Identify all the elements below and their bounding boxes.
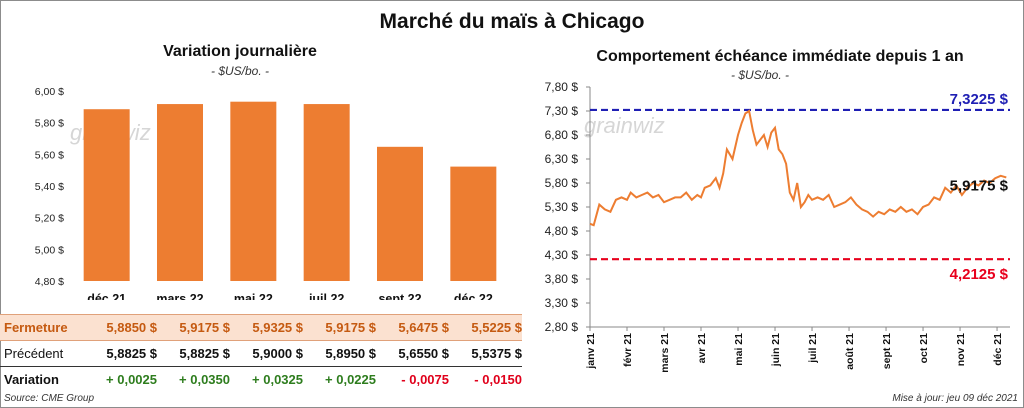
table-cell: 5,9000 $ — [230, 340, 303, 367]
price-table: Fermeture 5,8850 $ 5,9175 $ 5,9325 $ 5,9… — [0, 314, 522, 392]
table-cell: - 0,0075 — [401, 372, 449, 387]
x-tick-label: déc 22 — [454, 292, 493, 300]
x-tick-label: juil 22 — [308, 292, 344, 300]
table-cell: 5,9175 $ — [157, 314, 230, 341]
bar — [230, 101, 277, 281]
high-label: 7,3225 $ — [950, 91, 1009, 108]
y-tick-label: 5,30 $ — [545, 200, 579, 214]
y-tick-label: 6,00 $ — [35, 86, 64, 98]
table-cell: 5,8825 $ — [84, 340, 157, 367]
line-chart: grainwiz 7,80 $ 7,30 $ 6,80 $ 6,30 $ 5,80 $ 5,… — [545, 80, 1010, 373]
table-cell: 5,8850 $ — [84, 314, 157, 341]
row-label: Fermeture — [0, 314, 84, 341]
table-row-close: Fermeture 5,8850 $ 5,9175 $ 5,9325 $ 5,9… — [0, 314, 522, 341]
x-tick-label: juil 21 — [807, 333, 819, 364]
table-cell: + 0,0325 — [252, 372, 303, 387]
y-tick-label: 7,80 $ — [545, 80, 579, 94]
update-note: Mise à jour: jeu 09 déc 2021 — [892, 393, 1018, 404]
x-tick-label: janv 21 — [585, 333, 597, 370]
row-label: Précédent — [0, 340, 84, 367]
x-tick-label: déc 21 — [87, 292, 126, 300]
left-chart-unit: - $US/bo. - — [210, 64, 270, 78]
row-label: Variation — [4, 372, 59, 387]
y-tick-label: 4,30 $ — [545, 248, 579, 262]
y-tick-label: 5,20 $ — [35, 213, 64, 225]
x-tick-label: mars 21 — [659, 333, 671, 373]
x-tick-label: nov 21 — [955, 333, 967, 366]
x-tick-label: mai 22 — [234, 292, 273, 300]
bar — [377, 146, 423, 281]
y-tick-label: 3,80 $ — [545, 272, 579, 286]
table-cell: 5,5375 $ — [449, 340, 522, 367]
bar — [303, 104, 350, 281]
x-tick-label: avr 21 — [696, 333, 708, 364]
last-price-label: 5,9175 $ — [950, 177, 1009, 194]
y-tick-label: 5,00 $ — [35, 244, 64, 256]
x-tick-label: déc 21 — [992, 333, 1004, 366]
y-tick-label: 5,80 $ — [35, 118, 64, 130]
y-tick-label: 4,80 $ — [35, 276, 64, 288]
y-tick-label: 6,30 $ — [545, 152, 579, 166]
y-tick-label: 6,80 $ — [545, 128, 579, 142]
left-chart-title: Variation journalière — [163, 43, 317, 60]
table-cell: 5,6475 $ — [376, 314, 449, 341]
x-tick-label: août 21 — [844, 333, 856, 370]
table-row-variation: Variation + 0,0025 + 0,0350 + 0,0325 + 0… — [0, 367, 522, 393]
y-tick-label: 5,60 $ — [35, 149, 64, 161]
x-tick-label: oct 21 — [918, 333, 930, 364]
y-tick-label: 5,80 $ — [545, 176, 579, 190]
table-cell: + 0,0225 — [325, 372, 376, 387]
watermark: grainwiz — [584, 113, 665, 138]
x-tick-label: févr 21 — [622, 333, 634, 367]
bar — [83, 109, 130, 281]
low-label: 4,2125 $ — [950, 266, 1009, 283]
source-note: Source: CME Group — [4, 393, 95, 404]
y-tick-label: 7,30 $ — [545, 104, 579, 118]
table-cell: 5,9325 $ — [230, 314, 303, 341]
price-series-line — [589, 109, 1007, 227]
bar — [157, 104, 203, 281]
x-tick-label: mars 22 — [156, 292, 203, 300]
x-tick-label: mai 21 — [733, 333, 745, 366]
table-cell: 5,8950 $ — [303, 340, 376, 367]
page-title: Marché du maïs à Chicago — [379, 10, 645, 33]
table-cell: + 0,0025 — [106, 372, 157, 387]
table-cell: 5,9175 $ — [303, 314, 376, 341]
table-cell: - 0,0150 — [474, 372, 522, 387]
bar — [450, 166, 497, 281]
bar-chart: grainwiz6,00 $5,80 $5,60 $5,40 $5,20 $5,… — [35, 86, 497, 300]
x-tick-label: sept 22 — [378, 292, 421, 300]
y-tick-label: 2,80 $ — [545, 320, 579, 334]
table-row-previous: Précédent 5,8825 $ 5,8825 $ 5,9000 $ 5,8… — [0, 340, 522, 367]
x-tick-label: juin 21 — [770, 333, 782, 367]
table-cell: 5,5225 $ — [449, 314, 522, 341]
right-chart-unit: - $US/bo. - — [730, 68, 790, 82]
y-tick-label: 4,80 $ — [545, 224, 579, 238]
y-tick-label: 3,30 $ — [545, 296, 579, 310]
table-cell: 5,6550 $ — [376, 340, 449, 367]
right-chart-title: Comportement échéance immédiate depuis 1… — [596, 48, 964, 65]
table-cell: 5,8825 $ — [157, 340, 230, 367]
y-tick-label: 5,40 $ — [35, 181, 64, 193]
x-tick-label: sept 21 — [881, 333, 893, 369]
table-cell: + 0,0350 — [179, 372, 230, 387]
